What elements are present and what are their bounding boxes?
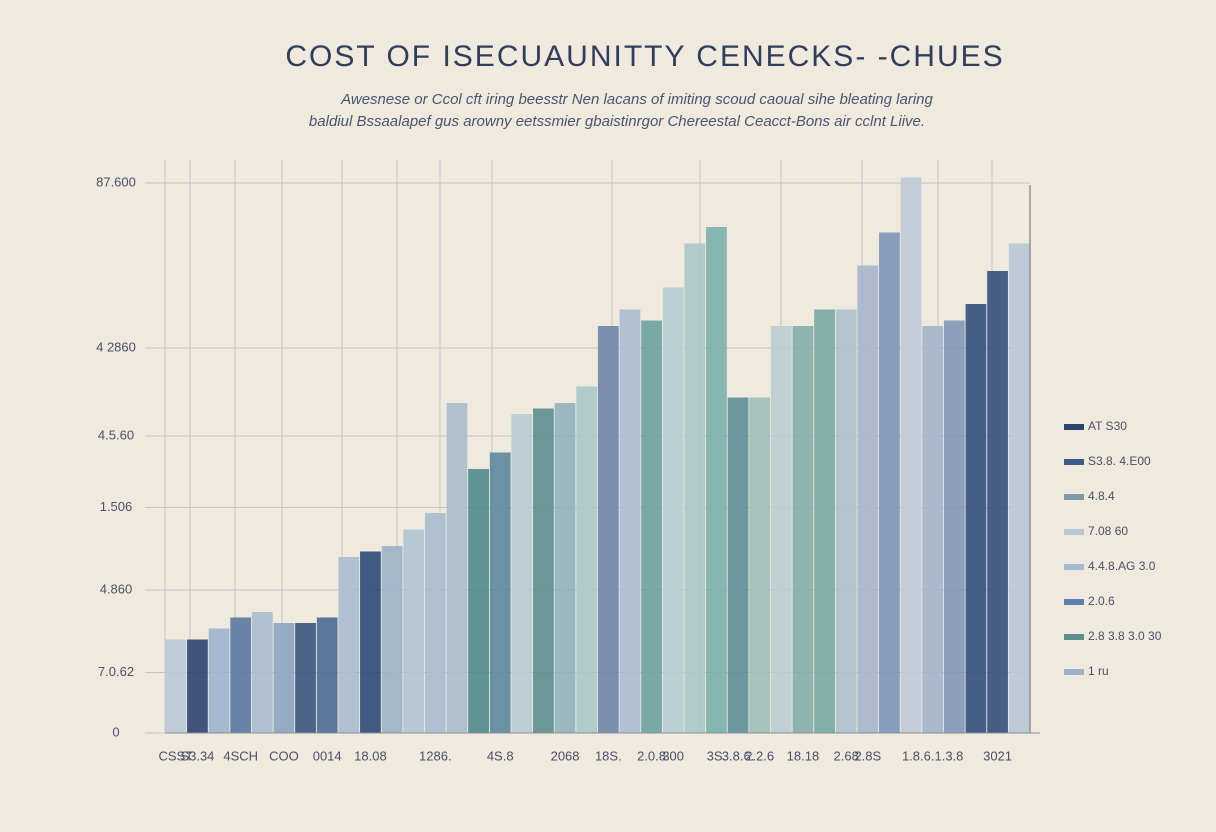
bar [1008,243,1030,733]
y-tick-label: 0 [112,724,119,739]
bar [814,309,835,733]
bar [273,623,295,733]
legend-label: 4.8.4 [1088,489,1115,503]
bar [251,612,273,733]
x-tick-label: 3.8.6. [722,748,755,763]
bar [533,408,554,733]
legend-swatch [1064,564,1084,570]
bar [230,617,252,733]
y-tick-label: 4.860 [100,581,133,596]
x-tick-label: 18.08 [354,748,387,763]
x-tick-label: 2068 [551,748,580,763]
x-tick-label: COO [269,748,299,763]
legend-label: 1 ru [1088,664,1109,678]
legend-swatch [1064,424,1084,430]
x-tick-label: 3021 [983,748,1012,763]
bar [727,397,749,733]
subtitle: baldiul Bssaalapef gus arowny eetssmier … [309,113,925,130]
chart-title: COST OF ISECUAUNITTY CENECKS- -CHUES [285,40,1004,73]
bar [879,232,900,733]
legend-label: 4.4.8.AG 3.0 [1088,559,1156,573]
y-tick-label: 7.0.62 [98,664,134,679]
legend-label: 7.08 60 [1088,524,1128,538]
y-tick-label: 1.506 [100,499,133,514]
x-tick-label: 18.18 [787,748,820,763]
bar [446,403,468,733]
bar [706,227,727,733]
bar [597,326,619,733]
x-tick-label: 2.8S [854,748,881,763]
x-tick-label: 0014 [313,748,342,763]
bar [965,304,987,733]
x-tick-label: 2.0.8 [637,748,666,763]
x-tick-label: 18S. [595,748,622,763]
bar [900,177,922,733]
x-tick-label: 2.68 [834,748,859,763]
x-tick-label: 4SCH [223,748,258,763]
bar [381,546,403,733]
bar [208,628,230,733]
x-tick-label: 2.2.6 [745,748,774,763]
bar [576,386,598,733]
legend-label: AT S30 [1088,419,1127,433]
bar [943,320,965,733]
bar [684,243,706,733]
bar [295,623,316,733]
bar [554,403,576,733]
legend-swatch [1064,529,1084,535]
bar [749,397,771,733]
bar [403,529,425,733]
y-tick-label: 4.5.60 [98,427,134,442]
legend-swatch [1064,634,1084,640]
bar [316,617,338,733]
bar [792,326,814,733]
bar [468,469,489,733]
bar [360,551,381,733]
legend-swatch [1064,494,1084,500]
x-tick-label: 1.8.6.1.3.8 [902,748,963,763]
bar [338,557,360,733]
bar [187,639,208,733]
bar [489,452,511,733]
x-tick-label: 4S.8 [487,748,514,763]
bar [641,320,662,733]
x-tick-label: 1286. [419,748,452,763]
bar [424,513,446,733]
bar [619,309,641,733]
y-tick-label: 87.600 [96,174,136,189]
subtitle: Awesnese or Ccol cft iring beesstr Nen l… [340,91,933,108]
bar [857,265,879,733]
legend-label: 2.8 3.8 3.0 30 [1088,629,1162,643]
bar [770,326,792,733]
bar [987,271,1008,733]
legend-label: S3.8. 4.E00 [1088,454,1151,468]
legend-swatch [1064,669,1084,675]
legend-label: 2.0.6 [1088,594,1115,608]
x-tick-label: 3S. [707,748,727,763]
bar [922,326,944,733]
x-tick-label: S3.34 [180,748,214,763]
x-tick-label: 300 [662,748,684,763]
x-tick-label: CSST [158,748,193,763]
bar [165,639,187,733]
bar [835,309,857,733]
y-tick-label: 4 2860 [96,339,136,354]
legend-swatch [1064,599,1084,605]
bar [662,287,684,733]
legend-swatch [1064,459,1084,465]
bar [511,414,533,733]
